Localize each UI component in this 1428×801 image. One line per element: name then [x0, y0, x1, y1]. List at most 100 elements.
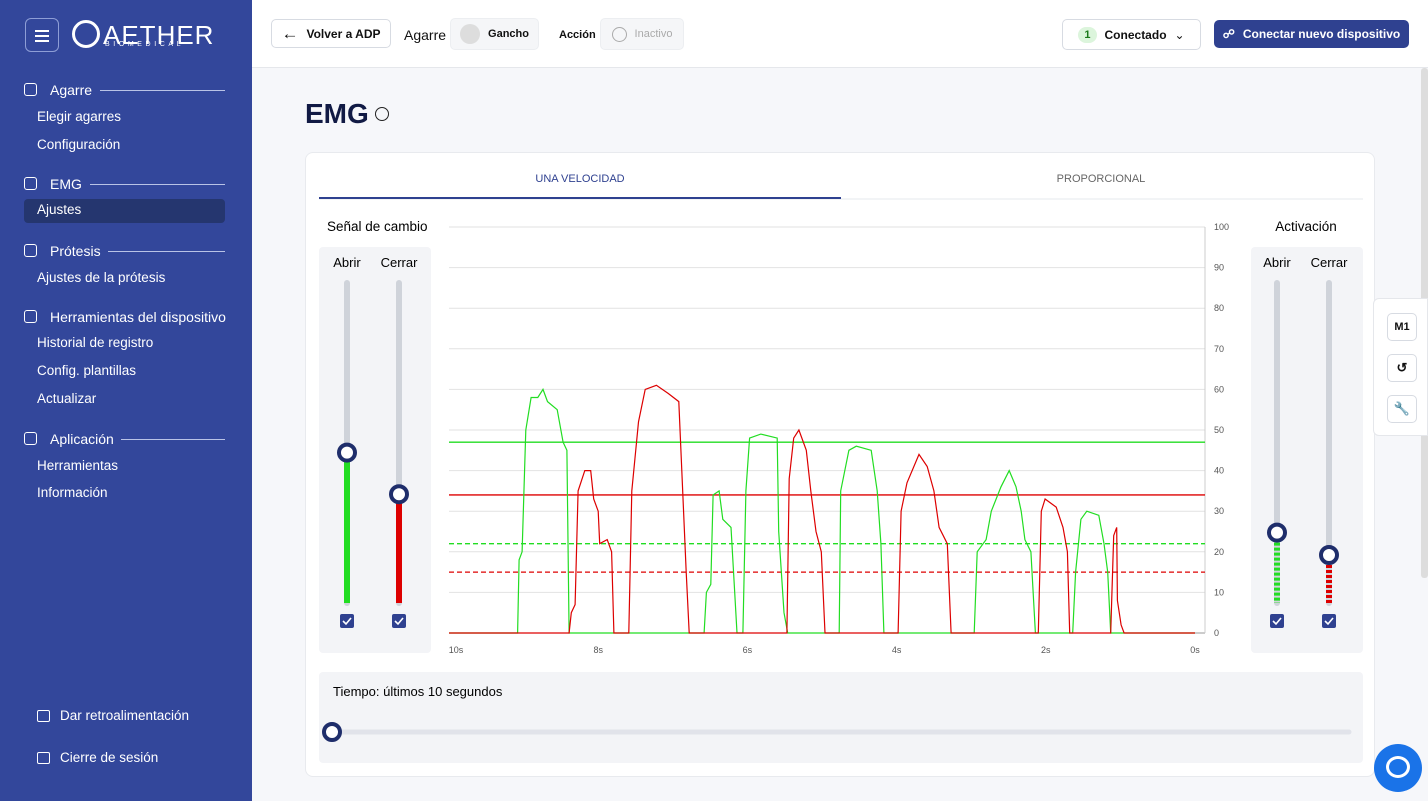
grip-label: Agarre	[404, 27, 447, 43]
nav-icon	[24, 83, 37, 96]
slider-label: Abrir	[1263, 255, 1291, 270]
undo-button[interactable]: ↺	[1387, 354, 1417, 382]
footer-link[interactable]: Cierre de sesión	[60, 750, 159, 765]
slider-panel	[319, 247, 431, 653]
nav-section[interactable]: EMG	[50, 176, 82, 192]
x-tick-label: 4s	[892, 645, 902, 655]
x-tick-label: 2s	[1041, 645, 1051, 655]
footer-icon	[37, 752, 50, 764]
grip-chip[interactable]: Gancho	[450, 18, 539, 50]
y-tick-label: 80	[1214, 303, 1224, 313]
nav-item[interactable]: Elegir agarres	[37, 109, 122, 124]
nav-item[interactable]: Historial de registro	[37, 335, 154, 350]
nav-icon	[24, 244, 37, 257]
connect-label: Conectar nuevo dispositivo	[1242, 27, 1401, 41]
signal-line	[449, 384, 1195, 634]
side-tools: M1 ↺ 🔧	[1373, 298, 1428, 436]
slider-label: Cerrar	[381, 255, 419, 270]
x-tick-label: 8s	[593, 645, 603, 655]
grip-value: Gancho	[488, 28, 529, 40]
checkbox[interactable]	[1322, 614, 1336, 628]
time-label: Tiempo: últimos 10 segundos	[333, 684, 503, 699]
y-tick-label: 60	[1214, 384, 1224, 394]
nav-active	[24, 199, 225, 223]
connect-button[interactable]: ☍ Conectar nuevo dispositivo	[1214, 20, 1409, 48]
x-tick-label: 6s	[743, 645, 753, 655]
nav-item[interactable]: Herramientas	[37, 458, 119, 473]
chart: UNA VELOCIDAD PROPORCIONAL Señal de cambio…	[319, 173, 1363, 763]
nav-section[interactable]: Prótesis	[50, 243, 101, 259]
slider-label: Abrir	[333, 255, 361, 270]
nav-item[interactable]: Ajustes	[37, 202, 82, 217]
y-tick-label: 90	[1214, 263, 1224, 273]
nav-rule	[90, 184, 225, 185]
menu-button[interactable]	[25, 18, 59, 52]
tab[interactable]: UNA VELOCIDAD	[535, 173, 624, 185]
nav-icon	[24, 432, 37, 445]
nav-item[interactable]: Configuración	[37, 137, 121, 152]
brand: AETHER	[103, 20, 215, 50]
emg-card: UNA VELOCIDAD PROPORCIONAL Señal de cambio…	[305, 152, 1375, 777]
nav-item[interactable]: Actualizar	[37, 391, 97, 406]
slider-label: Cerrar	[1311, 255, 1349, 270]
nav-section[interactable]: Aplicación	[50, 431, 114, 447]
action-label: Acción	[559, 29, 596, 41]
chat-button[interactable]	[1374, 744, 1422, 792]
tab[interactable]: PROPORCIONAL	[1057, 173, 1146, 185]
x-tick-label: 10s	[449, 645, 464, 655]
nav-icon	[24, 177, 37, 190]
y-tick-label: 10	[1214, 587, 1224, 597]
footer-link[interactable]: Dar retroalimentación	[60, 708, 190, 723]
nav-item[interactable]: Información	[37, 485, 108, 500]
y-tick-label: 100	[1214, 222, 1229, 232]
sidebar: AETHER BIOMEDICAL Agarre Elegir agarres Co…	[0, 0, 252, 801]
y-tick-label: 30	[1214, 506, 1224, 516]
nav-item[interactable]: Config. plantillas	[37, 363, 137, 378]
nav-section[interactable]: Agarre	[50, 82, 93, 98]
x-tick-label: 0s	[1190, 645, 1200, 655]
panel-title: Activación	[1275, 219, 1337, 234]
device-count: 1	[1078, 26, 1097, 43]
panel-title: Señal de cambio	[327, 219, 428, 234]
nav-rule	[100, 90, 225, 91]
info-icon[interactable]	[375, 107, 389, 121]
back-label: Volver a ADP	[306, 26, 381, 41]
brand-sub: BIOMEDICAL	[105, 41, 185, 48]
logo	[72, 20, 100, 48]
topbar: ← Volver a ADP Agarre Gancho Acción Inact…	[252, 0, 1428, 68]
slider-thumb[interactable]	[1319, 545, 1339, 565]
nav-section[interactable]: Herramientas del dispositivo	[50, 309, 226, 325]
y-tick-label: 20	[1214, 547, 1224, 557]
page-title: EMG	[305, 98, 369, 129]
checkbox[interactable]	[1270, 614, 1284, 628]
device-status[interactable]: 1 Conectado ⌄	[1062, 19, 1201, 50]
checkbox[interactable]	[392, 614, 406, 628]
time-thumb[interactable]	[322, 722, 342, 742]
time-panel	[319, 672, 1363, 763]
m1-button[interactable]: M1	[1387, 313, 1417, 341]
checkbox[interactable]	[340, 614, 354, 628]
tool-button[interactable]: 🔧	[1387, 395, 1417, 423]
check	[1324, 617, 1334, 626]
y-tick-label: 0	[1214, 628, 1219, 638]
y-tick-label: 70	[1214, 344, 1224, 354]
check	[394, 617, 404, 626]
nav-item[interactable]: Ajustes de la prótesis	[37, 270, 166, 285]
signal-line	[449, 388, 1195, 634]
slider-thumb[interactable]	[389, 484, 409, 505]
y-tick-label: 40	[1214, 466, 1224, 476]
slider-panel	[1251, 247, 1363, 653]
nav-rule	[121, 439, 225, 440]
action-chip: Inactivo	[600, 18, 684, 50]
nav-rule	[108, 251, 225, 252]
status: Conectado	[1104, 27, 1167, 42]
footer-icon	[37, 710, 50, 722]
nav-icon	[24, 310, 37, 323]
check	[1272, 617, 1282, 626]
slider-thumb[interactable]	[337, 442, 357, 463]
check	[342, 617, 352, 626]
slider-thumb[interactable]	[1267, 522, 1287, 543]
back-button[interactable]: ← Volver a ADP	[271, 19, 391, 48]
action-value: Inactivo	[634, 28, 673, 40]
